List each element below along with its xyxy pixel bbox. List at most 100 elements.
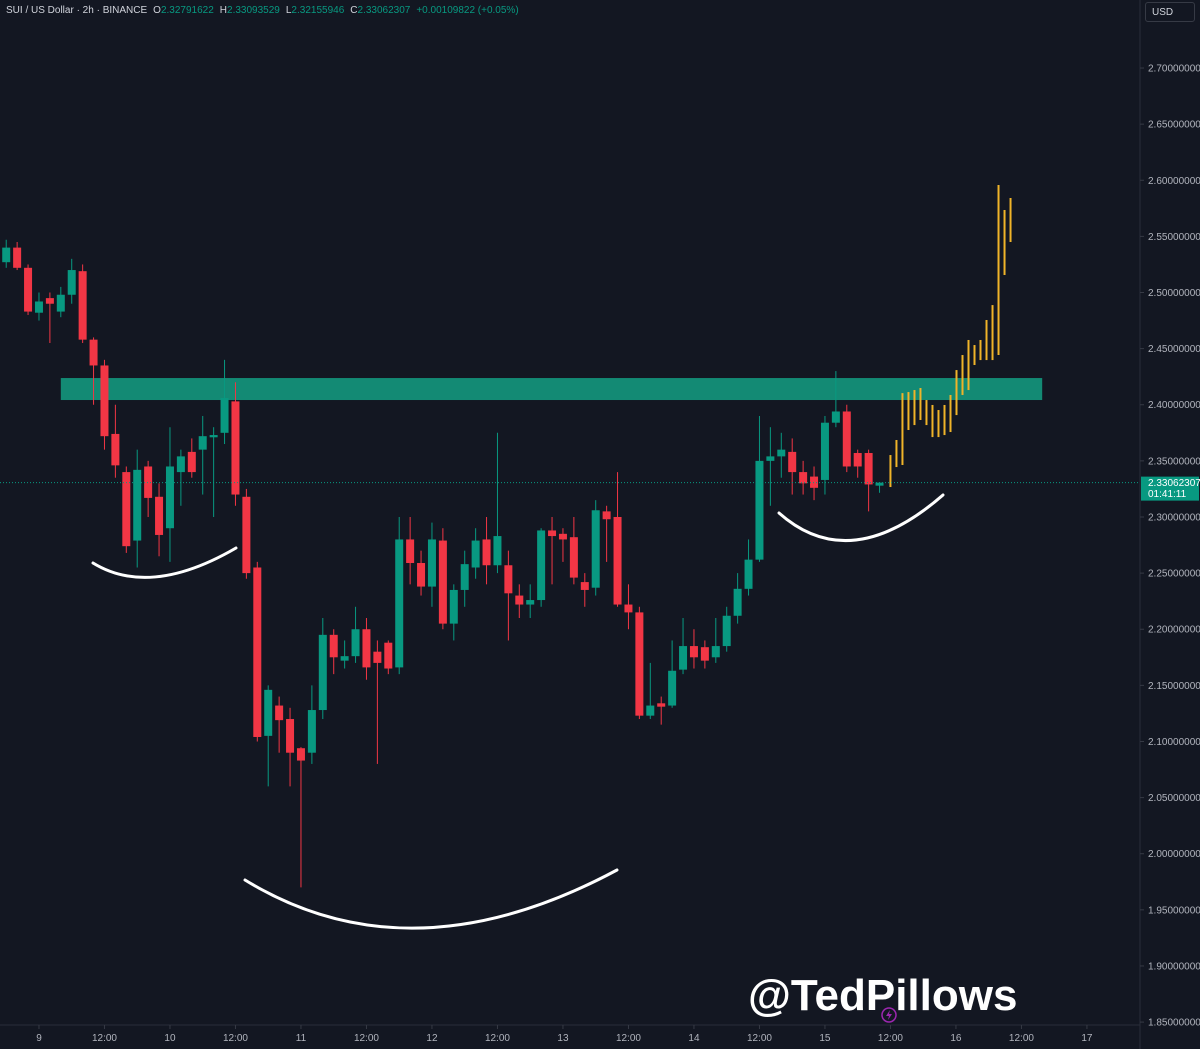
x-tick-label: 12:00: [485, 1033, 510, 1044]
countdown: 01:41:11: [1148, 489, 1187, 500]
ohlc-label: H: [219, 5, 228, 16]
candle-body: [111, 433, 120, 466]
y-tick-label: 2.70000000: [1148, 64, 1200, 75]
last-price-box: [1141, 476, 1199, 501]
y-tick-label: 2.15000000: [1148, 681, 1200, 692]
ohlc-label: L: [285, 5, 292, 16]
ohlc-value: 2.33062307: [357, 5, 411, 16]
candle-body: [689, 646, 698, 658]
candle-body: [635, 612, 644, 716]
candle-body: [78, 271, 87, 340]
candle-body: [799, 472, 808, 484]
candle-body: [591, 510, 600, 588]
candle-body: [286, 719, 295, 753]
y-tick-label: 2.30000000: [1148, 512, 1200, 523]
y-tick-label: 2.45000000: [1148, 344, 1200, 355]
candle-body: [45, 298, 54, 304]
change: +0.00109822 (+0.05%): [416, 5, 519, 16]
legend-header: SUI / US Dollar · 2h · BINANCE O2.327916…: [6, 5, 519, 16]
candle-body: [438, 540, 447, 624]
candle-body: [711, 646, 720, 658]
candle-body: [329, 634, 338, 658]
candle-body: [406, 539, 415, 564]
candle-body: [307, 710, 316, 753]
candle-body: [56, 294, 65, 312]
x-tick-label: 16: [950, 1033, 962, 1044]
candle-body: [209, 435, 218, 438]
candle-body: [875, 482, 884, 486]
ohlc-item: L2.32155946: [286, 5, 344, 16]
x-tick-label: 15: [819, 1033, 831, 1044]
candle-body: [427, 539, 436, 587]
ohlc-value: 2.33093529: [227, 5, 280, 16]
x-tick-label: 12:00: [1009, 1033, 1034, 1044]
candle-body: [569, 537, 578, 578]
candle-body: [613, 516, 622, 605]
pattern-arc: [777, 493, 945, 542]
candle-body: [220, 398, 229, 433]
candle-body: [362, 629, 371, 668]
y-tick-label: 2.60000000: [1148, 176, 1200, 187]
symbol: SUI / US Dollar · 2h · BINANCE: [6, 5, 148, 16]
candle-body: [482, 539, 491, 566]
candle-body: [89, 339, 98, 366]
candle-body: [810, 476, 819, 488]
candle-body: [580, 582, 589, 590]
x-tick-label: 10: [164, 1033, 176, 1044]
y-tick-label: 2.05000000: [1148, 793, 1200, 804]
candle-body: [722, 615, 731, 647]
candle-body: [67, 270, 76, 295]
candle-body: [864, 453, 873, 485]
candle-body: [144, 466, 153, 498]
candle-body: [253, 567, 262, 737]
candle-body: [558, 533, 567, 540]
ohlc-value: 2.32791622: [160, 5, 214, 16]
alert-icon[interactable]: [881, 1007, 897, 1023]
candle-body: [733, 588, 742, 616]
candle-body: [417, 563, 426, 587]
y-tick-label: 2.20000000: [1148, 625, 1200, 636]
candle-body: [351, 629, 360, 657]
candle-body: [679, 646, 688, 670]
candle-body: [668, 670, 677, 706]
x-tick-label: 12:00: [223, 1033, 248, 1044]
currency-button[interactable]: USD: [1145, 2, 1195, 22]
candle-body: [2, 247, 11, 263]
x-tick-label: 12:00: [92, 1033, 117, 1044]
candle-body: [155, 496, 164, 535]
candle-body: [187, 451, 196, 473]
candle-body: [373, 651, 382, 663]
candle-body: [777, 449, 786, 457]
ohlc: O2.32791622 H2.33093529 L2.32155946 C2.3306…: [153, 5, 410, 16]
ohlc-item: H2.33093529: [220, 5, 280, 16]
x-tick-label: 14: [688, 1033, 700, 1044]
candle-body: [493, 536, 502, 566]
x-tick-label: 12:00: [878, 1033, 903, 1044]
candle-body: [122, 472, 131, 547]
candle-body: [34, 301, 43, 313]
candle-body: [471, 540, 480, 568]
candle-body: [504, 565, 513, 594]
y-tick-label: 2.65000000: [1148, 120, 1200, 131]
candle-body: [176, 456, 185, 473]
candle-body: [198, 436, 207, 450]
candle-body: [646, 705, 655, 716]
candle-body: [395, 539, 404, 668]
x-tick-label: 11: [296, 1033, 307, 1044]
candle-body: [624, 604, 633, 613]
candle-body: [449, 589, 458, 624]
y-tick-label: 1.85000000: [1148, 1018, 1200, 1029]
candle-body: [657, 703, 666, 707]
candle-body: [766, 456, 775, 461]
y-tick-label: 2.25000000: [1148, 569, 1200, 580]
y-tick-label: 2.40000000: [1148, 400, 1200, 411]
candle-body: [384, 642, 393, 669]
candle-body: [602, 511, 611, 520]
x-tick-label: 17: [1081, 1033, 1093, 1044]
y-tick-label: 2.55000000: [1148, 232, 1200, 243]
y-tick-label: 2.50000000: [1148, 288, 1200, 299]
candle-body: [13, 247, 22, 268]
candle-body: [460, 564, 469, 590]
candle-body: [24, 267, 33, 312]
